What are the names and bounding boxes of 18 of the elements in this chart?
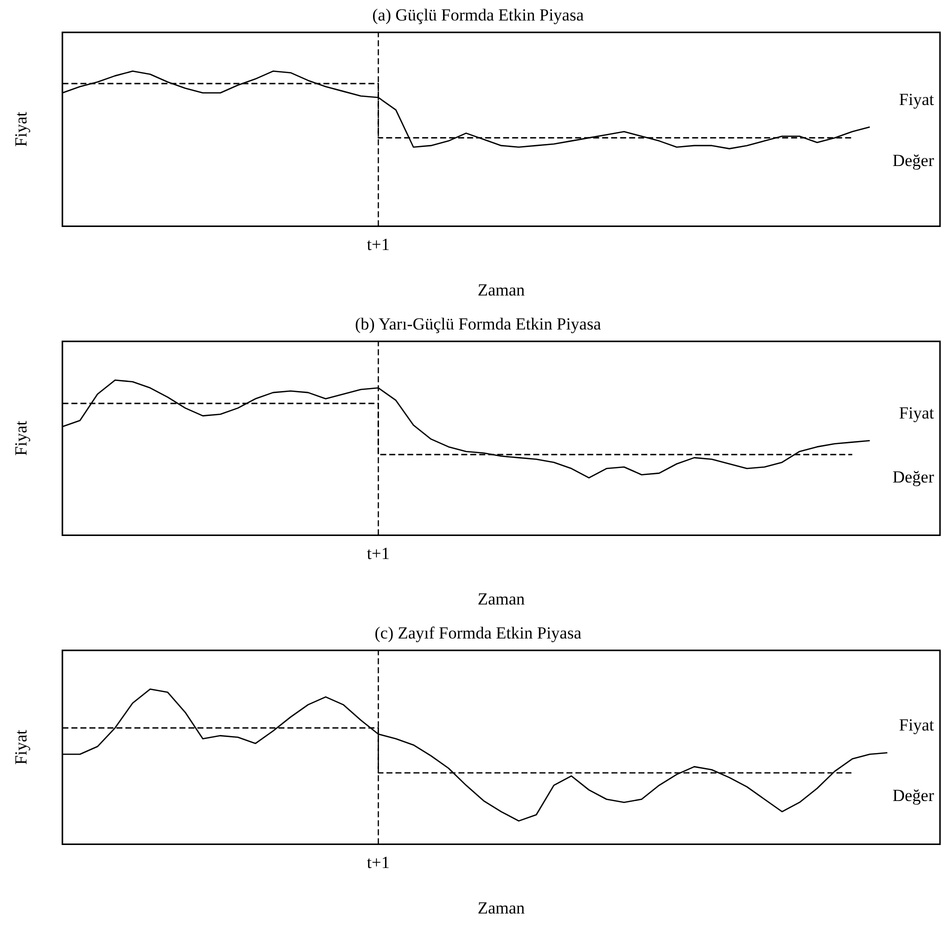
y-axis-title: Fiyat [12,420,31,456]
text: Değer [892,786,934,805]
text: t+1 [366,853,390,872]
chart-title: (a) Güçlü Formda Etkin Piyasa [372,6,584,25]
text: Değer [892,468,934,487]
series-label: Fiyat [899,716,934,735]
x-axis-title: Zaman [478,898,526,918]
x-axis-title: Zaman [478,589,526,608]
x-axis-title: Zaman [478,280,526,300]
text: Fiyat [899,404,934,423]
y-axis-title: Fiyat [12,112,31,147]
chart-title: (b) Yarı-Güçlü Formda Etkin Piyasa [354,314,602,334]
text: Değer [892,150,934,170]
text: t+1 [366,235,390,254]
chart-title: (c) Zayıf Formda Etkin Piyasa [374,624,582,643]
text: t+1 [366,544,390,564]
y-axis-title: Fiyat [12,730,31,765]
text: Fiyat [899,90,934,109]
